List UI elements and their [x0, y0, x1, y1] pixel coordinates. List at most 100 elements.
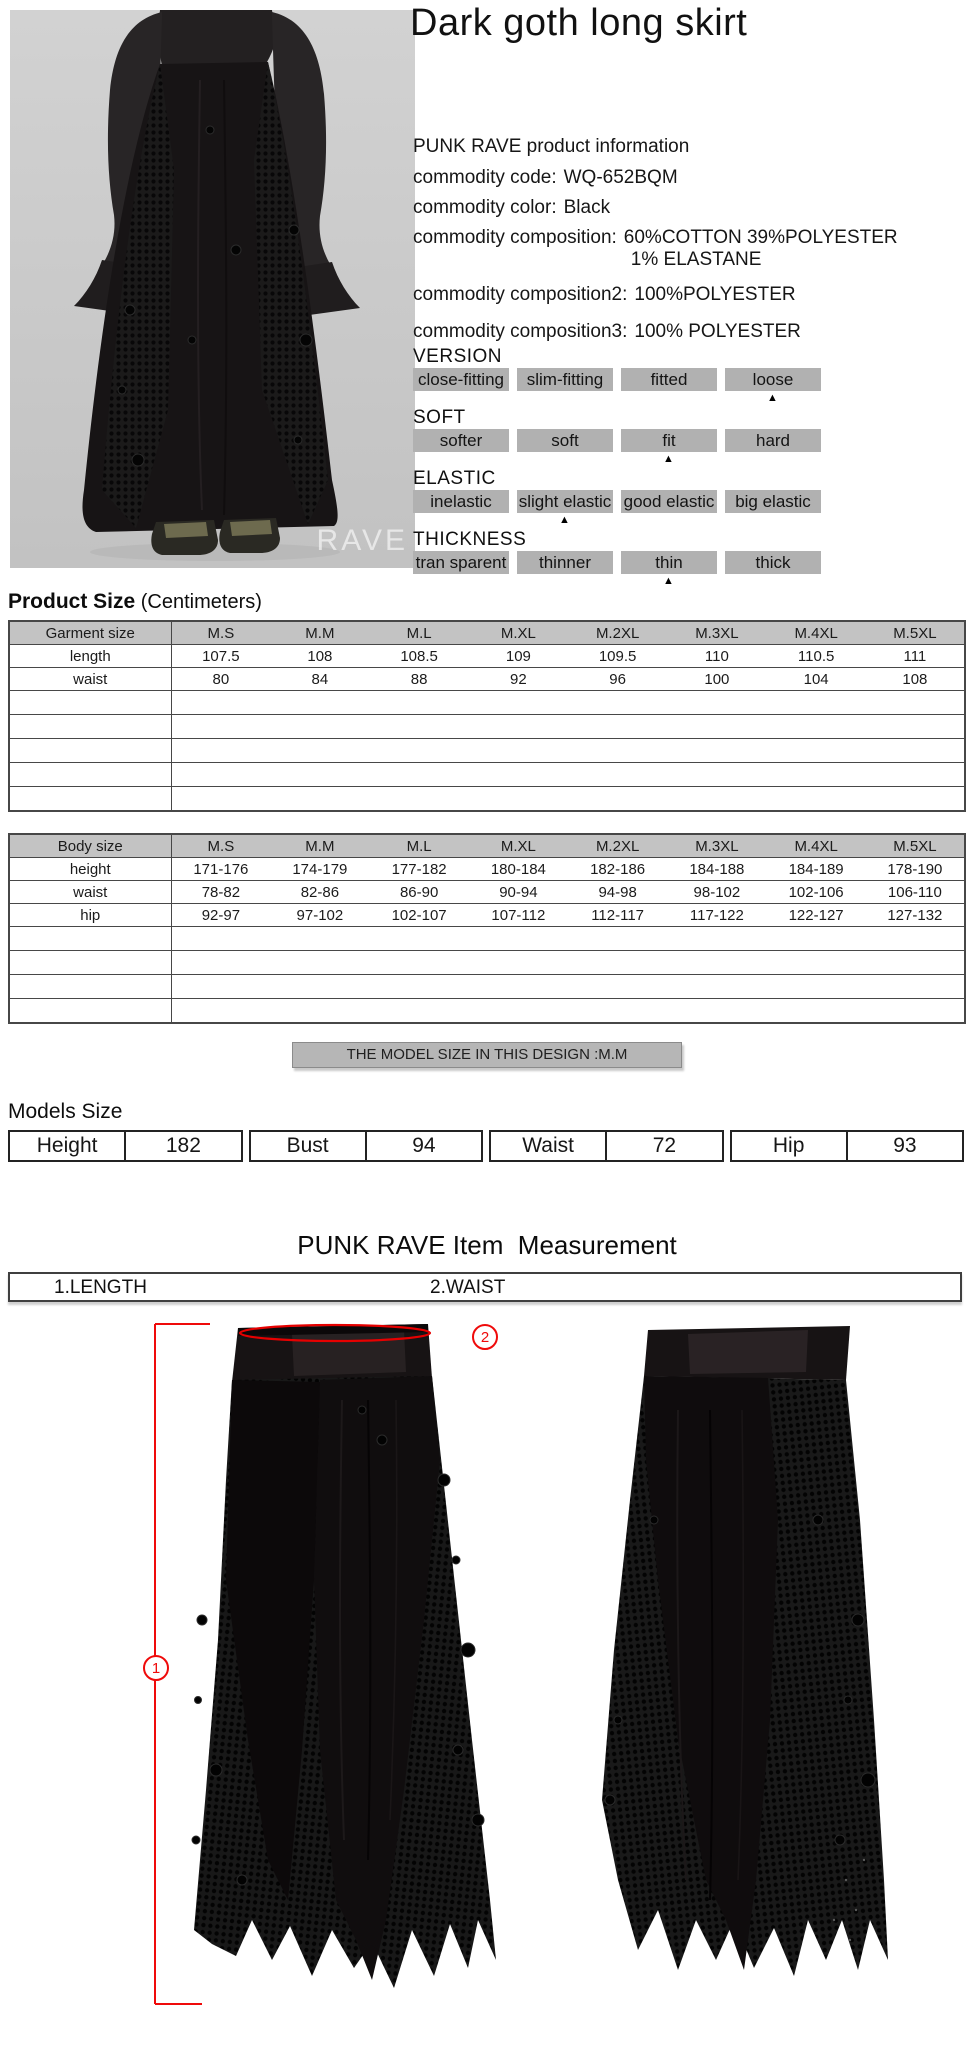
- model-size-label: Bust: [251, 1132, 367, 1160]
- size-cell: 178-190: [865, 857, 965, 881]
- info-value-line: WQ-652BQM: [563, 167, 678, 188]
- empty-row: [9, 974, 965, 999]
- column-header: M.4XL: [766, 834, 866, 858]
- model-size-box: Height 182: [8, 1130, 243, 1162]
- info-row: commodity color: Black: [413, 197, 969, 219]
- size-cell: 108: [270, 644, 370, 668]
- size-cell: [171, 690, 965, 715]
- model-photo: RAVE: [10, 10, 415, 568]
- column-header: M.XL: [468, 834, 568, 858]
- size-cell: 107-112: [468, 903, 568, 927]
- circled-number-1: 1: [143, 1655, 169, 1681]
- size-cell: [171, 738, 965, 763]
- models-size-heading: Models Size: [8, 1100, 123, 1123]
- attr-option: thin: [621, 551, 717, 574]
- attr-name: SOFT: [413, 407, 466, 428]
- attr-option: big elastic: [725, 490, 821, 513]
- product-info-heading: PUNK RAVE product information: [413, 136, 690, 157]
- size-cell: 184-189: [766, 857, 866, 881]
- column-header: M.L: [369, 834, 469, 858]
- measure-label-length: 1.LENGTH: [54, 1277, 147, 1298]
- row-label: waist: [9, 880, 172, 904]
- row-label: hip: [9, 903, 172, 927]
- size-cell: 107.5: [171, 644, 271, 668]
- model-size-box: Bust 94: [248, 1130, 483, 1162]
- size-cell: 180-184: [468, 857, 568, 881]
- info-row: commodity composition3: 100% POLYESTER: [413, 321, 969, 343]
- model-size-value: 182: [165, 1134, 201, 1157]
- attr-group-thickness: THICKNESS tran sparent thinner thin thick ▲: [413, 529, 825, 590]
- size-cell: 86-90: [369, 880, 469, 904]
- column-header: M.2XL: [568, 834, 668, 858]
- body-size-table: Body size M.S M.M M.L M.XL M.2XL M.3XL M.4XL M.5…: [8, 833, 966, 1024]
- column-header: M.M: [270, 621, 370, 645]
- row-label: length: [9, 644, 172, 668]
- model-size-label: Waist: [491, 1132, 608, 1160]
- size-cell: 102-106: [766, 880, 866, 904]
- row-label: height: [9, 857, 172, 881]
- attr-selected-row: ▲: [413, 513, 825, 529]
- attr-option-row: tran sparent thinner thin thick: [413, 551, 825, 574]
- table-header-row: Body size M.S M.M M.L M.XL M.2XL M.3XL M.4XL M.5…: [9, 834, 965, 858]
- row-label: [9, 762, 172, 787]
- empty-row: [9, 714, 965, 739]
- model-size-box: Waist 72: [489, 1130, 724, 1162]
- size-cell: 109: [468, 644, 568, 668]
- column-header: M.M: [270, 834, 370, 858]
- size-cell: 100: [667, 667, 767, 691]
- row-label: [9, 926, 172, 951]
- size-cell: 92: [468, 667, 568, 691]
- size-cell: 84: [270, 667, 370, 691]
- page-title: Dark goth long skirt: [410, 2, 748, 44]
- attr-name: VERSION: [413, 346, 503, 367]
- product-size-heading-bold: Product Size: [8, 590, 136, 613]
- row-label: [9, 998, 172, 1024]
- attr-option: loose: [725, 368, 821, 391]
- size-cell: 94-98: [568, 880, 668, 904]
- column-header: M.L: [369, 621, 469, 645]
- info-label: commodity code:: [413, 167, 557, 188]
- info-label: commodity composition2:: [413, 284, 628, 305]
- attr-option: close-fitting: [413, 368, 509, 391]
- column-header: M.S: [171, 834, 271, 858]
- size-cell: 122-127: [766, 903, 866, 927]
- size-cell: [171, 786, 965, 812]
- info-value-line: 60%COTTON 39%POLYESTER: [623, 227, 898, 248]
- row-label: [9, 974, 172, 999]
- measure-label-waist: 2.WAIST: [430, 1277, 506, 1298]
- model-size-value: 72: [652, 1134, 677, 1157]
- empty-row: [9, 690, 965, 715]
- column-header: M.2XL: [568, 621, 668, 645]
- table-row: hip 92-97 97-102 102-107 107-112 112-117 117-1…: [9, 903, 965, 927]
- model-size-label: Hip: [732, 1132, 848, 1160]
- garment-size-table: Garment size M.S M.M M.L M.XL M.2XL M.3XL M.4XL…: [8, 620, 966, 812]
- column-header: M.5XL: [865, 621, 965, 645]
- info-value-line: 100% POLYESTER: [634, 321, 801, 342]
- garment-size-table-wrap: Garment size M.S M.M M.L M.XL M.2XL M.3XL M.4XL…: [8, 620, 966, 812]
- size-cell: [171, 998, 965, 1024]
- product-info-rows: commodity code: WQ-652BQM commodity color:…: [413, 167, 969, 343]
- attr-option: slim-fitting: [517, 368, 613, 391]
- model-size-banner: THE MODEL SIZE IN THIS DESIGN :M.M: [292, 1042, 682, 1068]
- info-value: Black: [564, 197, 610, 219]
- attr-group-version: VERSION close-fitting slim-fitting fitted lo…: [413, 346, 825, 407]
- info-row: commodity composition: 60%COTTON 39%POLYE…: [413, 227, 969, 271]
- size-cell: 82-86: [270, 880, 370, 904]
- models-size-row: Height 182 Bust 94 Waist 72 Hip 93: [8, 1130, 964, 1162]
- row-label: [9, 786, 172, 812]
- info-value: WQ-652BQM: [564, 167, 678, 189]
- front-skirt-wrap-panel: [314, 1376, 440, 1980]
- attr-option-row: inelastic slight elastic good elastic big e…: [413, 490, 825, 513]
- column-header: Body size: [9, 834, 172, 858]
- info-label: commodity composition:: [413, 227, 617, 248]
- circled-number-2: 2: [472, 1324, 498, 1350]
- attr-option: tran sparent: [413, 551, 509, 574]
- size-cell: 111: [865, 644, 965, 668]
- model-blouse: [158, 10, 276, 66]
- front-skirt-photo: [191, 1324, 496, 1988]
- size-cell: 80: [171, 667, 271, 691]
- empty-row: [9, 786, 965, 812]
- back-skirt-photo: [602, 1326, 888, 1976]
- row-label: [9, 714, 172, 739]
- attr-option: thick: [725, 551, 821, 574]
